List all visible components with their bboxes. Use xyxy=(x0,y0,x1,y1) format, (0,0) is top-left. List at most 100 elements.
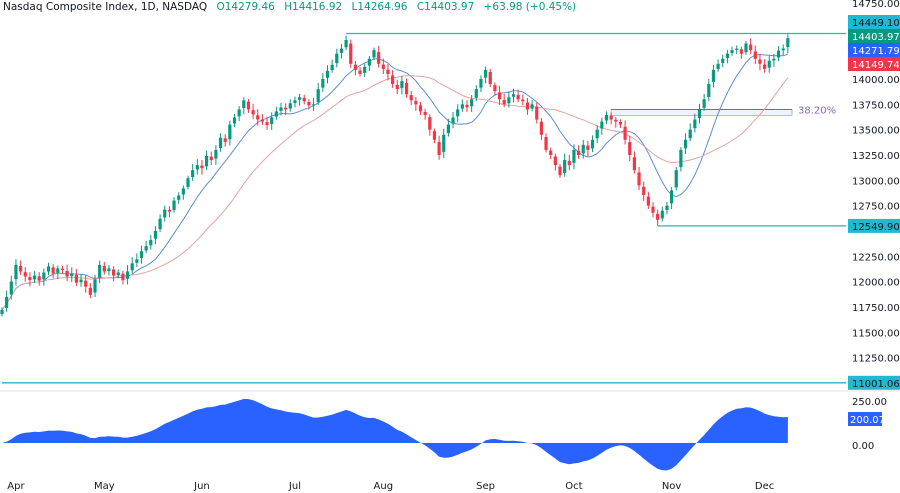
candle-body xyxy=(279,107,283,111)
candle-body xyxy=(246,101,251,110)
candle-body xyxy=(125,271,130,279)
x-tick-label: Jun xyxy=(193,481,210,492)
osc-tick-label: 250.00 xyxy=(852,397,887,408)
candle-body xyxy=(65,270,69,277)
candle-body xyxy=(311,104,316,106)
candle-body xyxy=(600,121,604,129)
candle-body xyxy=(218,137,223,149)
candle-body xyxy=(656,213,660,220)
candle-body xyxy=(307,101,311,106)
slow-moving-average-line xyxy=(1,75,789,311)
candle-body xyxy=(549,150,553,155)
candle-body xyxy=(205,155,209,167)
change-value: +63.98 (+0.45%) xyxy=(483,1,577,13)
candle-body xyxy=(181,188,185,195)
candle-body xyxy=(5,296,9,308)
candle-body xyxy=(98,264,102,278)
candle-body xyxy=(590,139,595,149)
candle-body xyxy=(711,69,716,82)
candle-body xyxy=(79,279,83,283)
x-tick-label: Dec xyxy=(755,481,774,492)
candle-body xyxy=(270,117,274,124)
candle-body xyxy=(767,60,771,68)
candle-body xyxy=(572,149,576,163)
candle-body xyxy=(646,196,650,206)
candle-body xyxy=(260,119,264,122)
candle-body xyxy=(237,109,241,117)
fib-zone xyxy=(610,108,793,116)
y-tick-label: 14750.00 xyxy=(852,0,900,10)
candle-body xyxy=(321,79,325,88)
candle-body xyxy=(153,230,158,239)
candle-body xyxy=(414,100,418,105)
candle-body xyxy=(451,117,455,124)
candle-body xyxy=(586,145,590,150)
candle-body xyxy=(507,97,511,104)
candle-body xyxy=(460,104,464,109)
candle-body xyxy=(763,64,767,69)
candle-body xyxy=(758,59,762,64)
candle-body xyxy=(595,129,599,139)
candle-body xyxy=(353,64,357,70)
candle-body xyxy=(651,206,655,213)
candle-body xyxy=(84,280,88,287)
candle-body xyxy=(632,157,636,171)
candle-body xyxy=(786,38,790,48)
candle-body xyxy=(223,138,227,142)
candle-body xyxy=(116,272,120,276)
candle-body xyxy=(135,259,139,263)
candle-body xyxy=(112,269,116,276)
osc-value-tag xyxy=(848,412,882,426)
candle-body xyxy=(577,150,581,155)
candle-body xyxy=(251,110,255,115)
candle-body xyxy=(637,172,641,186)
candle-body xyxy=(418,105,423,112)
candle-body xyxy=(70,273,74,277)
candle-body xyxy=(484,69,488,78)
candle-body xyxy=(158,218,162,230)
candle-body xyxy=(293,100,297,103)
x-tick-label: Nov xyxy=(662,481,682,492)
candle-body xyxy=(707,84,711,97)
chart-legend: Nasdaq Composite Index, 1D, NASDAQ O1427… xyxy=(3,1,576,13)
price-tag-label: 14149.74 xyxy=(852,60,900,71)
candle-body xyxy=(502,100,506,105)
candle-body xyxy=(242,100,246,109)
candle-body xyxy=(186,178,190,187)
candle-body xyxy=(456,109,460,117)
candle-body xyxy=(60,268,65,270)
candle-body xyxy=(144,246,148,251)
candle-body xyxy=(432,131,437,140)
candle-body xyxy=(674,170,678,188)
candle-body xyxy=(428,117,432,130)
x-tick-label: Aug xyxy=(374,481,394,492)
candle-body xyxy=(191,170,195,178)
candle-body xyxy=(628,142,632,155)
candle-body xyxy=(377,52,381,64)
candle-body xyxy=(167,209,171,212)
candle-body xyxy=(614,119,618,122)
y-tick-label: 11500.00 xyxy=(852,328,900,339)
y-tick-label: 13250.00 xyxy=(852,151,900,162)
candle-body xyxy=(23,272,27,277)
y-tick-label: 14000.00 xyxy=(852,75,900,86)
candle-body xyxy=(442,134,446,152)
candle-body xyxy=(214,149,218,159)
candle-body xyxy=(325,70,330,78)
candle-body xyxy=(14,264,18,280)
candle-body xyxy=(409,95,413,101)
candle-body xyxy=(516,94,520,100)
candle-body xyxy=(544,136,548,150)
candle-body xyxy=(474,89,478,98)
candle-body xyxy=(32,275,37,280)
candle-body xyxy=(618,122,623,125)
candle-body xyxy=(349,43,353,64)
candle-body xyxy=(391,75,395,85)
candle-body xyxy=(46,266,51,272)
candle-body xyxy=(660,210,664,219)
candle-body xyxy=(563,160,567,173)
candle-body xyxy=(679,149,683,168)
candle-body xyxy=(688,129,692,139)
candle-body xyxy=(683,139,688,149)
